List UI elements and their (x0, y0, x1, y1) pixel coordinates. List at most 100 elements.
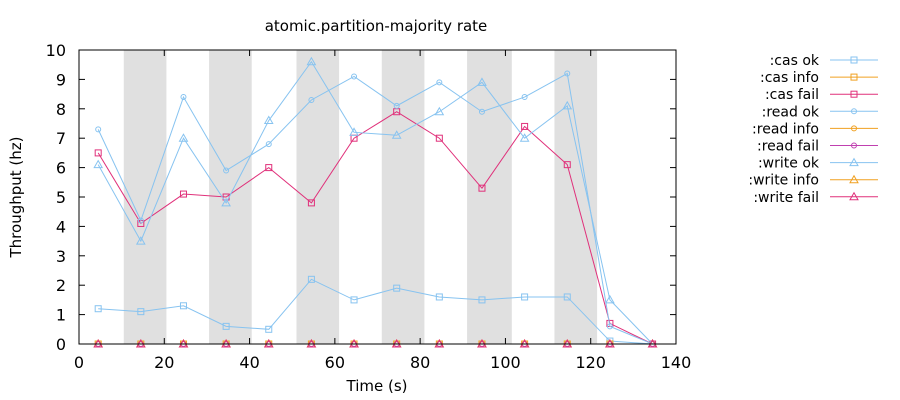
legend-marker (850, 73, 858, 81)
data-point-write-ok (263, 115, 274, 125)
axis-ticks: 0 20 40 60 80 100 120 140 0 1 2 3 4 5 6 7 8 9 10 (46, 41, 692, 372)
nemesis-band-5 (467, 50, 512, 344)
data-point-cas-fail (94, 149, 102, 157)
data-point-read-ok (223, 167, 230, 174)
legend-marker (851, 142, 857, 149)
data-point-write-ok (605, 294, 615, 304)
data-point-cas-ok (94, 305, 102, 313)
y-tick-label: 2 (56, 276, 66, 295)
x-tick-label: 60 (325, 353, 345, 372)
series-line-cas-ok (98, 278, 653, 345)
legend-label: :read info (752, 121, 819, 137)
data-point-read-ok (393, 102, 400, 109)
data-point-cas-ok (307, 275, 315, 283)
data-point-cas-ok (435, 293, 443, 301)
data-point-write-ok (519, 133, 530, 142)
legend-label: :read fail (757, 139, 819, 155)
x-tick-label: 140 (661, 353, 692, 372)
legend-label: :cas info (760, 70, 819, 86)
data-point-cas-ok (265, 325, 273, 333)
y-tick-label: 8 (56, 100, 66, 119)
legend-label: :cas ok (770, 53, 820, 69)
series-read-ok (95, 70, 656, 347)
legend-entry-read-info: :read info (752, 121, 878, 137)
data-point-read-ok (308, 96, 315, 103)
legend: :cas ok:cas info:cas fail:read ok:read i… (748, 53, 878, 206)
series-write-ok (93, 56, 658, 348)
series-line-write-ok (97, 60, 653, 345)
legend-label: :write info (748, 173, 819, 189)
x-tick-label: 120 (575, 353, 606, 372)
y-tick-label: 0 (56, 335, 66, 354)
data-point-cas-fail (265, 164, 273, 172)
y-tick-label: 10 (46, 41, 66, 60)
x-tick-label: 100 (490, 353, 521, 372)
data-point-cas-ok (478, 296, 486, 304)
data-point-cas-ok (521, 293, 529, 301)
nemesis-band-2 (209, 50, 252, 344)
data-point-read-ok (95, 126, 102, 133)
x-tick-label: 40 (239, 353, 259, 372)
legend-entry-cas-ok: :cas ok (770, 53, 878, 69)
data-point-read-ok (137, 217, 144, 224)
legend-marker (849, 191, 859, 201)
data-point-read-ok (180, 94, 187, 101)
y-tick-label: 9 (56, 70, 66, 89)
data-point-read-ok (478, 108, 485, 115)
data-point-cas-fail (521, 122, 529, 130)
data-point-cas-ok (350, 296, 358, 304)
legend-entry-write-fail: :write fail (753, 190, 878, 206)
data-point-cas-fail (478, 184, 486, 192)
legend-entry-read-ok: :read ok (762, 104, 878, 120)
data-point-read-ok (436, 79, 443, 86)
data-point-write-ok (434, 106, 445, 116)
chart-title: atomic.partition-majority rate (265, 17, 488, 35)
legend-label: :cas fail (765, 87, 819, 103)
nemesis-band-4 (381, 50, 425, 344)
legend-entry-cas-fail: :cas fail (765, 87, 878, 103)
legend-marker (849, 157, 859, 167)
y-tick-label: 3 (56, 247, 66, 266)
y-tick-label: 7 (56, 129, 66, 148)
data-point-write-ok (178, 133, 189, 142)
data-point-write-ok (477, 77, 487, 86)
data-point-cas-fail (307, 199, 315, 207)
y-tick-label: 5 (56, 188, 66, 207)
data-point-read-ok (606, 323, 613, 330)
data-point-write-ok (93, 159, 104, 169)
series-cas-ok (94, 275, 657, 348)
legend-marker (851, 125, 857, 132)
data-point-read-ok (521, 94, 528, 101)
data-point-cas-ok (393, 284, 401, 292)
legend-label: :read ok (762, 104, 820, 120)
legend-marker (851, 108, 857, 115)
nemesis-band-3 (296, 50, 340, 344)
data-point-read-ok (564, 70, 571, 77)
series-line-read-ok (97, 72, 653, 345)
y-tick-label: 6 (56, 159, 66, 178)
data-point-cas-fail (435, 134, 443, 142)
legend-entry-write-ok: :write ok (758, 156, 878, 172)
data-point-read-ok (351, 73, 358, 80)
data-point-cas-ok (179, 302, 187, 310)
data-point-write-ok (349, 127, 359, 136)
data-point-cas-fail (563, 161, 571, 169)
x-tick-label: 20 (154, 353, 174, 372)
legend-label: :write fail (753, 190, 819, 206)
data-point-write-ok (135, 236, 146, 245)
data-point-cas-ok (563, 293, 571, 301)
data-point-write-ok (391, 130, 402, 139)
y-tick-label: 4 (56, 217, 66, 236)
x-axis-label: Time (s) (346, 377, 408, 395)
data-point-cas-fail (179, 190, 187, 198)
y-axis-label: Throughput (hz) (7, 137, 25, 259)
data-point-write-ok (306, 56, 317, 66)
legend-marker (850, 90, 858, 98)
legend-entry-read-fail: :read fail (757, 139, 878, 155)
data-point-cas-ok (222, 322, 230, 330)
legend-entry-cas-info: :cas info (760, 70, 878, 86)
series-line-cas-fail (97, 111, 653, 345)
x-tick-label: 0 (74, 353, 84, 372)
x-tick-label: 80 (410, 353, 430, 372)
